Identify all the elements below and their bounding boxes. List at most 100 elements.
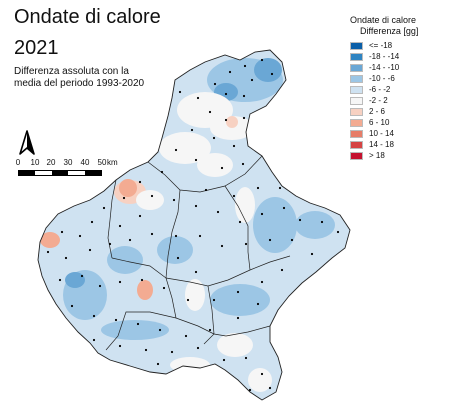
station-point xyxy=(244,242,248,246)
station-point xyxy=(92,338,96,342)
station-point xyxy=(216,210,220,214)
station-point xyxy=(128,238,132,242)
station-point xyxy=(108,242,112,246)
station-point xyxy=(172,198,176,202)
station-point xyxy=(102,206,106,210)
station-point xyxy=(310,252,314,256)
legend-label: -6 - -2 xyxy=(369,85,391,94)
legend-swatch xyxy=(350,129,363,138)
station-point xyxy=(336,230,340,234)
station-point xyxy=(198,234,202,238)
legend-swatch xyxy=(350,118,363,127)
legend-item: 14 - 18 xyxy=(350,139,446,150)
legend: Ondate di calore Differenza [gg] <= -18 -… xyxy=(350,15,446,161)
station-point xyxy=(280,268,284,272)
station-point xyxy=(236,316,240,320)
station-point xyxy=(248,388,252,392)
legend-item: 10 - 14 xyxy=(350,128,446,139)
station-point xyxy=(184,334,188,338)
station-point xyxy=(278,186,282,190)
station-point xyxy=(194,270,198,274)
station-point xyxy=(150,232,154,236)
station-point xyxy=(98,284,102,288)
station-point xyxy=(268,238,272,242)
station-point xyxy=(242,116,246,120)
station-point xyxy=(158,328,162,332)
station-point xyxy=(118,344,122,348)
legend-swatch xyxy=(350,96,363,105)
station-point xyxy=(78,234,82,238)
station-point xyxy=(256,302,260,306)
station-point xyxy=(213,82,217,86)
station-point xyxy=(90,220,94,224)
station-point xyxy=(178,90,182,94)
legend-swatch xyxy=(350,140,363,149)
station-point xyxy=(196,96,200,100)
legend-item: -2 - 2 xyxy=(350,95,446,106)
station-point xyxy=(122,196,126,200)
station-point xyxy=(224,92,228,96)
scale-tick-30: 30 xyxy=(63,158,73,167)
map-title: Ondate di calore xyxy=(14,6,161,28)
station-point xyxy=(60,230,64,234)
legend-item: -14 - -10 xyxy=(350,62,446,73)
legend-swatch xyxy=(350,85,363,94)
legend-title: Ondate di calore xyxy=(350,15,417,25)
station-point xyxy=(118,280,122,284)
map-year: 2021 xyxy=(14,37,59,59)
station-point xyxy=(162,286,166,290)
station-point xyxy=(236,290,240,294)
station-point xyxy=(260,280,264,284)
choropleth-patches xyxy=(40,58,335,392)
legend-item: > 18 xyxy=(350,150,446,161)
scale-tick-40: 40 xyxy=(80,158,90,167)
station-point xyxy=(160,170,164,174)
station-point xyxy=(222,358,226,362)
station-point xyxy=(220,244,224,248)
legend-classes: <= -18 -18 - -14 -14 - -10 -10 - -6 -6 - -2 -… xyxy=(350,40,446,161)
station-point xyxy=(190,128,194,132)
scale-tick-0: 0 xyxy=(15,158,21,167)
scale-bar: 0 10 20 30 40 50 km xyxy=(14,158,118,188)
scale-tick-20: 20 xyxy=(46,158,56,167)
station-point xyxy=(242,94,246,98)
station-point xyxy=(256,186,260,190)
station-point xyxy=(186,298,190,302)
station-point xyxy=(170,350,174,354)
station-point xyxy=(270,72,274,76)
station-point xyxy=(260,372,264,376)
legend-label: -10 - -6 xyxy=(369,74,395,83)
station-point xyxy=(156,362,160,366)
station-point xyxy=(220,166,224,170)
station-point xyxy=(88,248,92,252)
station-point xyxy=(212,136,216,140)
legend-item: -10 - -6 xyxy=(350,73,446,84)
station-point xyxy=(232,194,236,198)
station-point xyxy=(268,386,272,390)
station-point xyxy=(114,318,118,322)
station-point xyxy=(150,194,154,198)
station-point xyxy=(260,212,264,216)
station-point xyxy=(138,214,142,218)
station-point xyxy=(232,144,236,148)
legend-subtitle: Differenza [gg] xyxy=(360,26,419,36)
legend-label: -18 - -14 xyxy=(369,52,400,61)
station-point xyxy=(174,148,178,152)
legend-item: <= -18 xyxy=(350,40,446,51)
station-point xyxy=(228,70,232,74)
station-point xyxy=(224,118,228,122)
province-boundaries xyxy=(105,155,291,351)
legend-swatch xyxy=(350,41,363,50)
north-arrow-icon xyxy=(19,130,35,155)
legend-label: <= -18 xyxy=(369,41,393,50)
station-point xyxy=(298,218,302,222)
legend-item: -6 - -2 xyxy=(350,84,446,95)
station-point xyxy=(144,348,148,352)
legend-swatch xyxy=(350,151,363,160)
station-point xyxy=(118,224,122,228)
legend-label: 14 - 18 xyxy=(369,140,394,149)
legend-label: 2 - 6 xyxy=(369,107,386,116)
legend-swatch xyxy=(350,74,363,83)
station-point xyxy=(260,58,264,62)
station-point xyxy=(138,180,142,184)
